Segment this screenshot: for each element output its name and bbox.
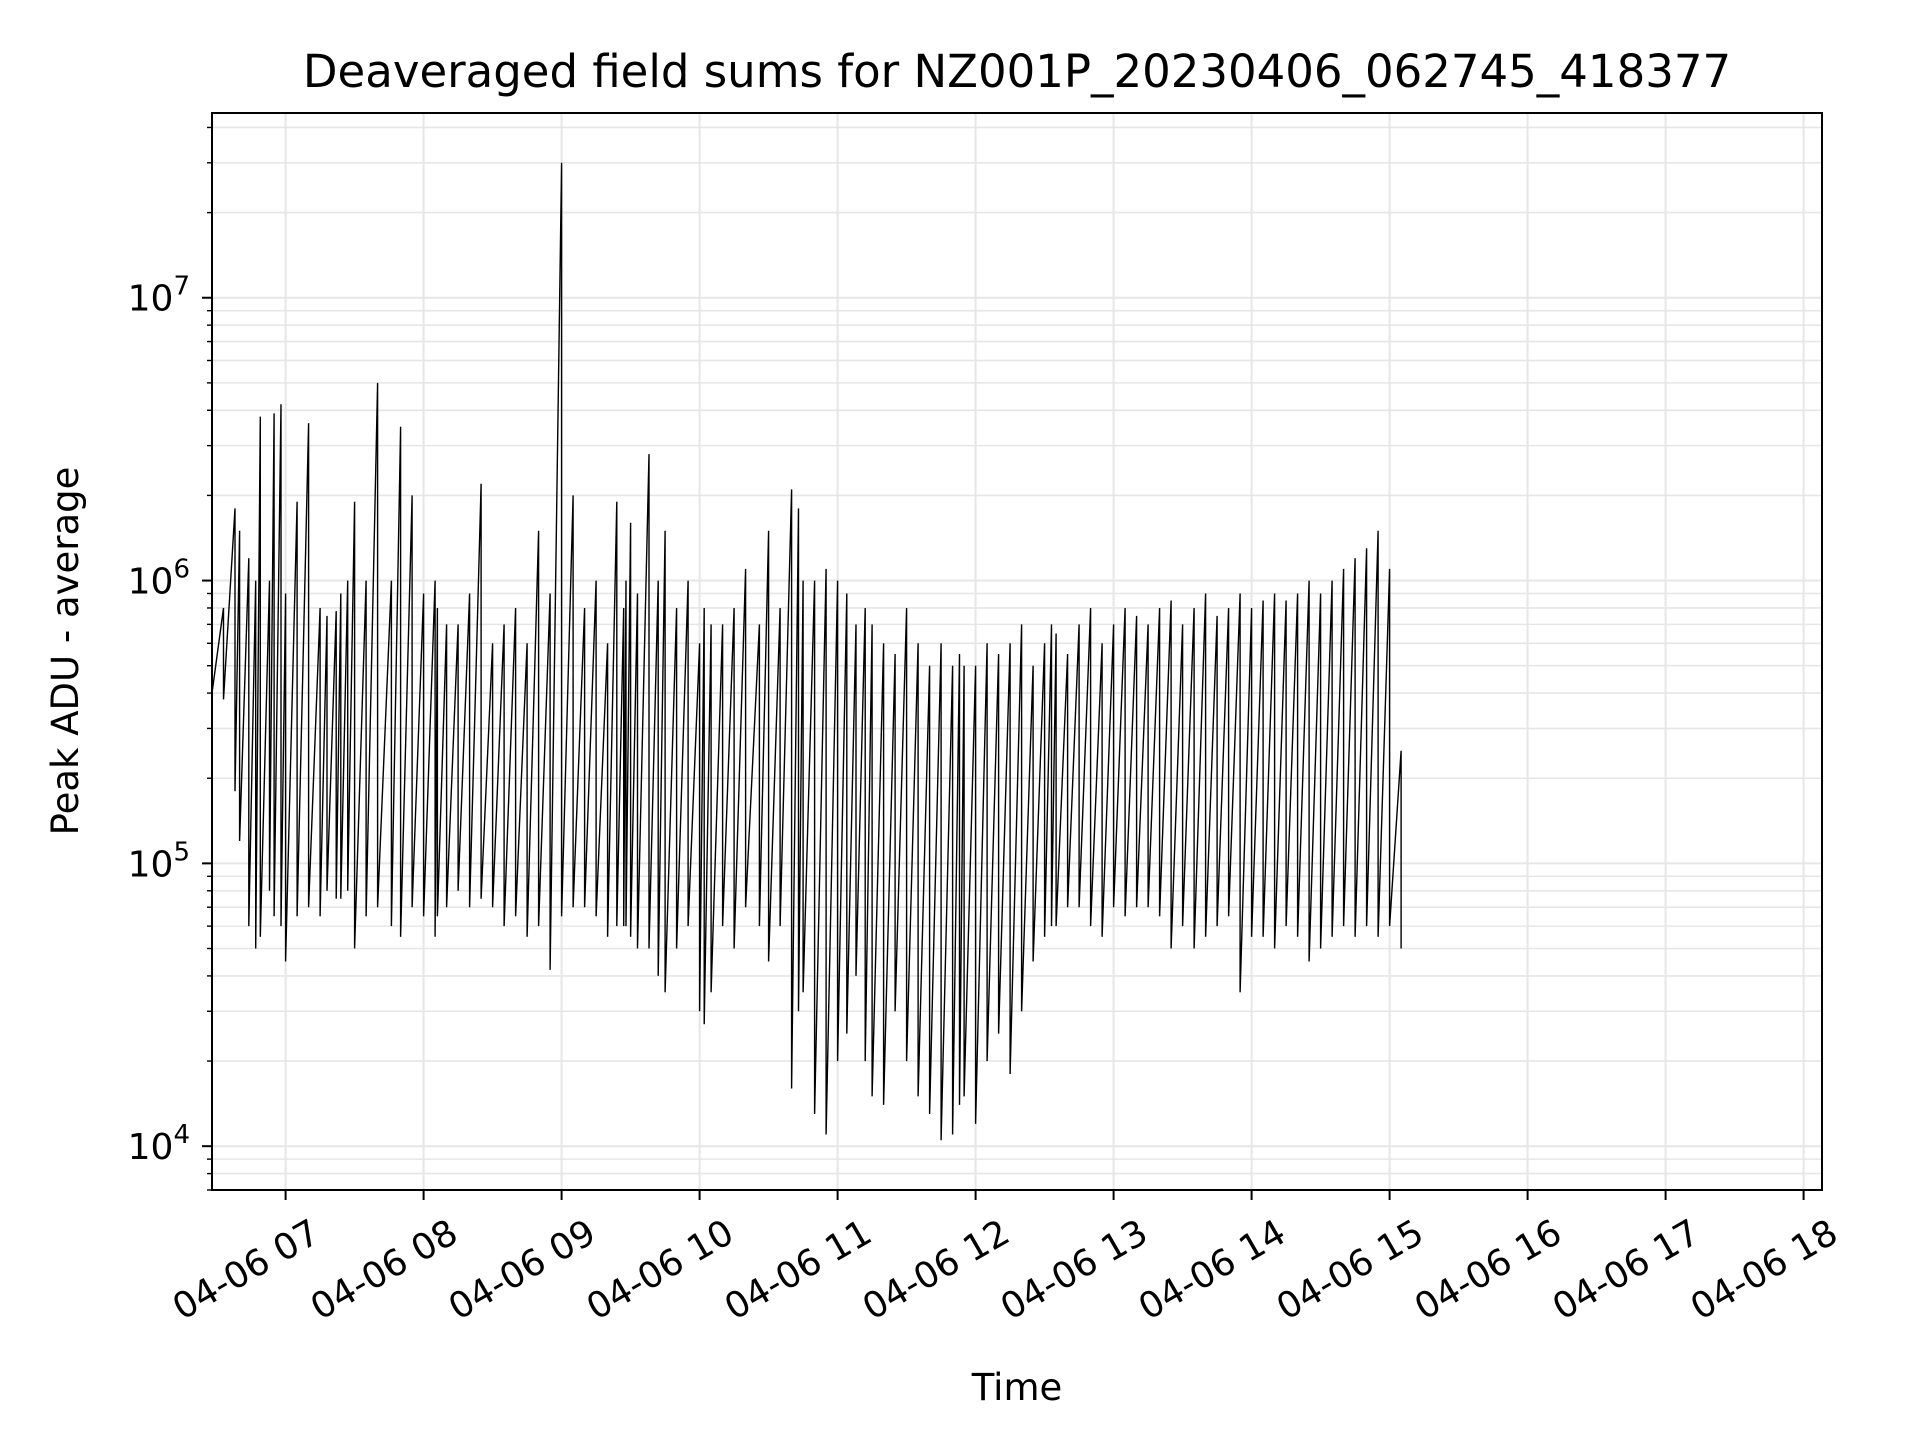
- y-tick-base: 10: [128, 1127, 174, 1168]
- y-tick-exponent: 6: [173, 555, 190, 585]
- x-tick-label: 04-06 09: [442, 1212, 603, 1328]
- series-line: [211, 162, 1402, 1141]
- y-axis-label: Peak ADU - average: [44, 467, 87, 836]
- y-tick-exponent: 5: [173, 837, 190, 867]
- x-tick-label: 04-06 18: [1684, 1212, 1845, 1328]
- plot-frame: [211, 112, 1823, 1191]
- y-tick-base: 10: [128, 279, 174, 320]
- x-tick-label: 04-06 11: [718, 1212, 879, 1328]
- chart-title: Deaveraged field sums for NZ001P_2023040…: [303, 45, 1731, 98]
- x-tick-label: 04-06 15: [1270, 1212, 1431, 1328]
- x-axis-label: Time: [971, 1366, 1063, 1409]
- y-tick-exponent: 7: [173, 272, 190, 302]
- x-tick-label: 04-06 08: [304, 1212, 465, 1328]
- x-tick-label: 04-06 14: [1132, 1212, 1293, 1328]
- x-tick-label: 04-06 13: [994, 1212, 1155, 1328]
- y-tick-label: 105: [128, 837, 190, 885]
- x-tick-label: 04-06 17: [1546, 1212, 1707, 1328]
- x-tick-label: 04-06 07: [166, 1212, 327, 1328]
- grid: [212, 113, 1822, 1191]
- y-tick-exponent: 4: [173, 1120, 190, 1150]
- y-tick-label: 104: [128, 1120, 190, 1168]
- data-series: [211, 162, 1402, 1141]
- y-tick-label: 107: [128, 272, 190, 320]
- y-tick-base: 10: [128, 562, 174, 603]
- x-tick-label: 04-06 10: [580, 1212, 741, 1328]
- x-tick-label: 04-06 12: [856, 1212, 1017, 1328]
- y-tick-base: 10: [128, 844, 174, 885]
- x-tick-label: 04-06 16: [1408, 1212, 1569, 1328]
- y-tick-label: 106: [128, 555, 190, 603]
